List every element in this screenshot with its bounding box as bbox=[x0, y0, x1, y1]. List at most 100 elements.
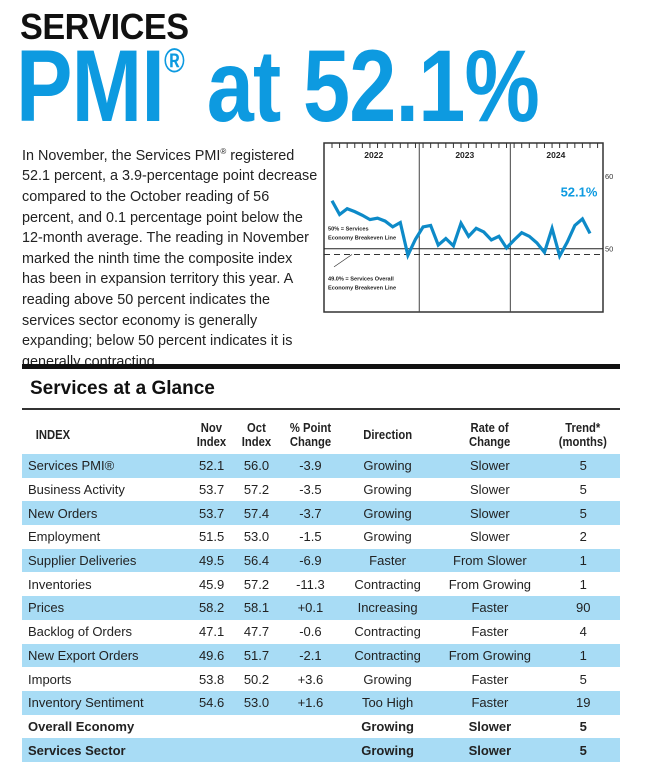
table-cell: 57.2 bbox=[243, 482, 270, 498]
last-value-label: 52.1% bbox=[561, 184, 598, 199]
table-cell: Slower bbox=[468, 718, 512, 734]
table-cell: Growing bbox=[363, 482, 412, 498]
table-cell: New Export Orders bbox=[22, 643, 190, 668]
table-cell: 2 bbox=[579, 529, 587, 545]
reference-line-label: 50% = Services bbox=[328, 227, 369, 233]
table-cell: 1 bbox=[546, 643, 620, 668]
table-cell: Imports bbox=[28, 671, 72, 687]
header-text: INDEX bbox=[35, 428, 71, 442]
title-divider bbox=[22, 408, 620, 410]
table-cell: 5 bbox=[546, 501, 620, 526]
registered-mark: ® bbox=[164, 42, 185, 80]
table-row: New Orders 53.7 57.4 -3.7 Growing Slower 5 bbox=[22, 501, 620, 526]
table-cell: Slower bbox=[470, 529, 510, 545]
column-header: INDEX bbox=[30, 416, 180, 454]
header-text: Index bbox=[241, 435, 272, 449]
table-cell: 47.1 bbox=[198, 624, 225, 640]
table-cell: 53.0 bbox=[234, 690, 279, 715]
table-cell: Growing bbox=[361, 718, 414, 734]
table-row: Prices 58.2 58.1 +0.1 Increasing Faster 90 bbox=[22, 596, 620, 620]
table-cell: From Growing bbox=[433, 643, 547, 668]
column-header: Rate of Change bbox=[439, 416, 541, 454]
table-row: Backlog of Orders 47.1 47.7 -0.6 Contracting… bbox=[22, 620, 620, 644]
header-text: Trend* bbox=[565, 421, 601, 435]
table-cell: 5 bbox=[579, 482, 587, 498]
headline: PMI® at 52.1% bbox=[16, 28, 540, 145]
table-cell: 54.6 bbox=[189, 690, 235, 715]
para-part: In November, the Services PMI bbox=[22, 147, 221, 164]
table-cell: -3.7 bbox=[278, 501, 342, 526]
table-cell: Services PMI® bbox=[22, 454, 190, 478]
year-label: 2022 bbox=[364, 150, 383, 160]
header-text: % Point bbox=[289, 421, 332, 435]
table-cell: Faster bbox=[433, 690, 547, 715]
table-row: Services PMI® 52.1 56.0 -3.9 Growing Slower 5 bbox=[22, 454, 620, 478]
table-cell: Services Sector bbox=[22, 738, 190, 762]
table-cell: 53.8 bbox=[198, 671, 225, 687]
table-cell: 4 bbox=[579, 624, 587, 640]
table-cell bbox=[234, 738, 279, 762]
headline-value: at 52.1% bbox=[183, 29, 540, 143]
table-cell: -11.3 bbox=[296, 576, 325, 592]
table-cell: 56.0 bbox=[234, 454, 279, 478]
reference-line-label: 49.0% = Services Overall bbox=[328, 277, 394, 283]
table-cell: Growing bbox=[363, 671, 412, 687]
table-cell: Growing bbox=[363, 529, 412, 545]
table-cell: 5 bbox=[579, 671, 587, 687]
table-cell: 49.6 bbox=[189, 643, 235, 668]
reference-line-label: Economy Breakeven Line bbox=[328, 286, 396, 292]
table-cell: 53.0 bbox=[243, 529, 270, 545]
table-cell: Contracting bbox=[354, 576, 421, 592]
header-text: Oct bbox=[247, 421, 266, 435]
header-text: Rate of bbox=[470, 421, 509, 435]
table-cell: +1.6 bbox=[278, 690, 342, 715]
table-row: Employment 51.5 53.0 -1.5 Growing Slower 2 bbox=[22, 525, 620, 549]
table-cell: Overall Economy bbox=[28, 718, 135, 734]
table-cell: 51.7 bbox=[234, 643, 279, 668]
header-text: (months) bbox=[559, 435, 608, 449]
header-text: Change bbox=[469, 435, 511, 449]
table-cell: Faster bbox=[433, 596, 547, 620]
table-cell: -0.6 bbox=[299, 624, 322, 640]
headline-pmi: PMI bbox=[16, 29, 165, 143]
table-cell: From Growing bbox=[448, 576, 532, 592]
reference-line-label: Economy Breakeven Line bbox=[328, 236, 396, 242]
kicker: SERVICES bbox=[20, 6, 189, 47]
table-cell: Too High bbox=[341, 690, 434, 715]
table-cell: 56.4 bbox=[234, 548, 279, 573]
table-cell: 53.7 bbox=[189, 501, 235, 526]
table-cell: Supplier Deliveries bbox=[22, 548, 190, 573]
table-cell: Inventory Sentiment bbox=[22, 690, 190, 715]
table-cell: Growing bbox=[341, 738, 434, 762]
table-cell: -2.1 bbox=[278, 643, 342, 668]
table-cell: -6.9 bbox=[278, 548, 342, 573]
summary-paragraph: In November, the Services PMI® registere… bbox=[22, 142, 318, 372]
table-cell: 52.1 bbox=[189, 454, 235, 478]
table-row: Inventory Sentiment 54.6 53.0 +1.6 Too High F… bbox=[22, 690, 620, 715]
table-cell bbox=[234, 715, 279, 739]
table-cell: 5 bbox=[546, 454, 620, 478]
table-cell: 5 bbox=[546, 738, 620, 762]
table-row: Inventories 45.9 57.2 -11.3 Contracting From … bbox=[22, 572, 620, 596]
table-cell: Faster bbox=[471, 671, 509, 687]
table-cell: New Orders bbox=[22, 501, 190, 526]
y-tick-label: 60 bbox=[605, 172, 613, 181]
table-cell bbox=[189, 715, 234, 739]
table-row: Business Activity 53.7 57.2 -3.5 Growing Slow… bbox=[22, 478, 620, 502]
table-cell: Slower bbox=[433, 501, 547, 526]
table-row: Imports 53.8 50.2 +3.6 Growing Faster 5 bbox=[22, 667, 620, 691]
table-cell: Slower bbox=[433, 454, 547, 478]
table-cell: From Slower bbox=[433, 548, 547, 573]
table-cell: 90 bbox=[546, 596, 620, 620]
table-row: Overall Economy Growing Slower 5 bbox=[22, 715, 620, 739]
table-cell: Increasing bbox=[341, 596, 434, 620]
table-cell: Employment bbox=[28, 529, 101, 545]
column-header: Trend* (months) bbox=[550, 416, 616, 454]
table-cell: 45.9 bbox=[198, 576, 225, 592]
y-tick-label: 50 bbox=[605, 245, 613, 254]
table-row: Supplier Deliveries 49.5 56.4 -6.9 Faster Fro… bbox=[22, 548, 620, 573]
table-cell: Inventories bbox=[28, 576, 92, 592]
glance-table: INDEX Nov Index Oct Index% Point Change Direct… bbox=[22, 416, 620, 762]
annotation-pointer bbox=[333, 254, 353, 268]
table-cell bbox=[278, 738, 342, 762]
